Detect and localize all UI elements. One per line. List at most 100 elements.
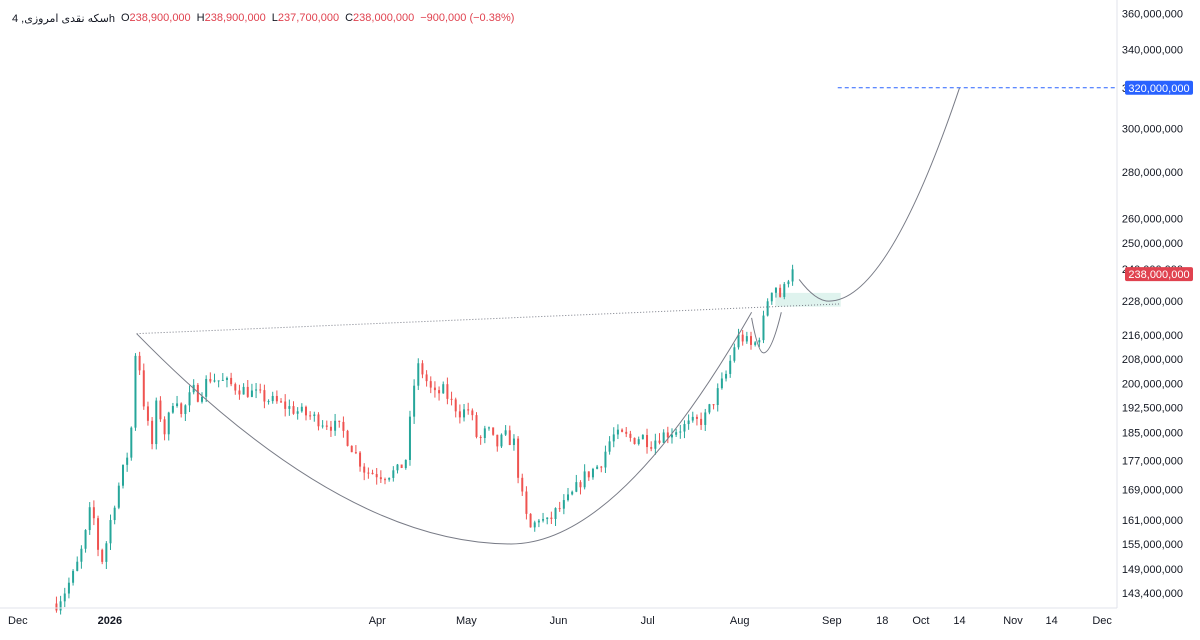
y-tick-label: 192,500,000 [1122, 403, 1183, 415]
candle-body [741, 334, 744, 342]
ohlc-legend: سکه نقدی امروزی, 4h O 238,900,000 H 238,… [12, 12, 520, 25]
candle-body [171, 406, 174, 413]
candle-body [679, 431, 682, 433]
candle-body [521, 477, 524, 492]
y-tick-label: 360,000,000 [1122, 9, 1183, 21]
candle-body [546, 517, 549, 520]
candle-body [384, 479, 387, 481]
candle-body [733, 347, 736, 361]
candle-body [109, 520, 112, 544]
candle-body [413, 385, 416, 417]
candle-body [188, 392, 191, 406]
candle-body [155, 400, 158, 445]
candle-body [280, 401, 283, 403]
x-tick-label: 14 [1046, 615, 1058, 627]
candle-body [512, 438, 515, 446]
candle-body [542, 519, 545, 521]
last-price-badge: 238,000,000 [1125, 267, 1193, 282]
candle-body [737, 334, 740, 348]
candle-body [296, 411, 299, 414]
candle-body [304, 406, 307, 416]
candle-body [533, 522, 536, 528]
candle-body [608, 441, 611, 452]
x-tick-label: Jul [641, 615, 655, 627]
candle-body [275, 395, 278, 402]
candle-body [342, 421, 345, 431]
candle-body [596, 466, 599, 469]
candle-body [363, 466, 366, 473]
candle-body [683, 424, 686, 432]
candle-body [712, 404, 715, 406]
candle-body [517, 438, 520, 478]
x-tick-label: Nov [1003, 615, 1023, 627]
candle-body [766, 301, 769, 316]
candle-body [463, 409, 466, 418]
candle-body [562, 500, 565, 509]
candle-body [113, 507, 116, 521]
low-label: L [271, 12, 278, 24]
candle-body [300, 406, 303, 412]
candle-body [450, 398, 453, 400]
y-tick-label: 185,000,000 [1122, 428, 1183, 440]
candle-body [325, 425, 328, 427]
y-tick-label: 149,000,000 [1122, 564, 1183, 576]
candle-body [142, 370, 145, 407]
change-value: −900,000 (−0.38%) [420, 12, 515, 24]
candle-body [105, 543, 108, 562]
candle-body [288, 406, 291, 409]
candle-body [537, 520, 540, 523]
y-tick-label: 250,000,000 [1122, 238, 1183, 250]
candle-body [375, 474, 378, 478]
candle-body [529, 513, 532, 528]
candle-body [591, 468, 594, 478]
candle-body [80, 548, 83, 562]
candle-body [72, 570, 75, 583]
candle-body [250, 390, 253, 397]
close-value: 238,000,000 [353, 12, 415, 24]
candle-body [483, 428, 486, 438]
neckline [136, 303, 841, 335]
candle-body [67, 582, 70, 594]
candle-body [379, 477, 382, 480]
open-value: 238,900,000 [129, 12, 191, 24]
candle-body [146, 406, 149, 421]
candle-body [487, 427, 490, 429]
y-tick-label: 177,000,000 [1122, 455, 1183, 467]
candle-body [558, 508, 561, 510]
candle-body [716, 388, 719, 406]
x-tick-label: Dec [8, 615, 28, 627]
candle-body [438, 390, 441, 394]
candle-body [84, 530, 87, 549]
y-tick-label: 143,400,000 [1122, 588, 1183, 600]
candle-body [504, 430, 507, 435]
x-tick-label: Dec [1092, 615, 1112, 627]
candle-body [454, 399, 457, 412]
candle-body [388, 477, 391, 480]
candle-body [695, 416, 698, 419]
candle-body [255, 389, 258, 391]
candle-body [587, 471, 590, 478]
candle-body [467, 409, 470, 411]
candle-body [92, 507, 95, 519]
y-tick-label: 216,000,000 [1122, 330, 1183, 342]
candle-body [130, 427, 133, 458]
x-tick-label: Sep [822, 615, 842, 627]
candle-body [334, 420, 337, 431]
target-price-badge-bg [1125, 80, 1193, 95]
high-label: H [196, 12, 205, 24]
candle-body [442, 384, 445, 394]
candle-body [754, 342, 757, 345]
candle-body [475, 415, 478, 437]
last-price-badge-label: 238,000,000 [1128, 269, 1189, 281]
y-tick-label: 300,000,000 [1122, 123, 1183, 135]
candle-body [704, 412, 707, 425]
high-value: 238,900,000 [204, 12, 266, 24]
candle-body [329, 426, 332, 431]
candle-body [63, 593, 66, 602]
candle-body [571, 491, 574, 495]
candle-body [371, 472, 374, 475]
candle-body [616, 429, 619, 435]
candle-body [708, 404, 711, 413]
